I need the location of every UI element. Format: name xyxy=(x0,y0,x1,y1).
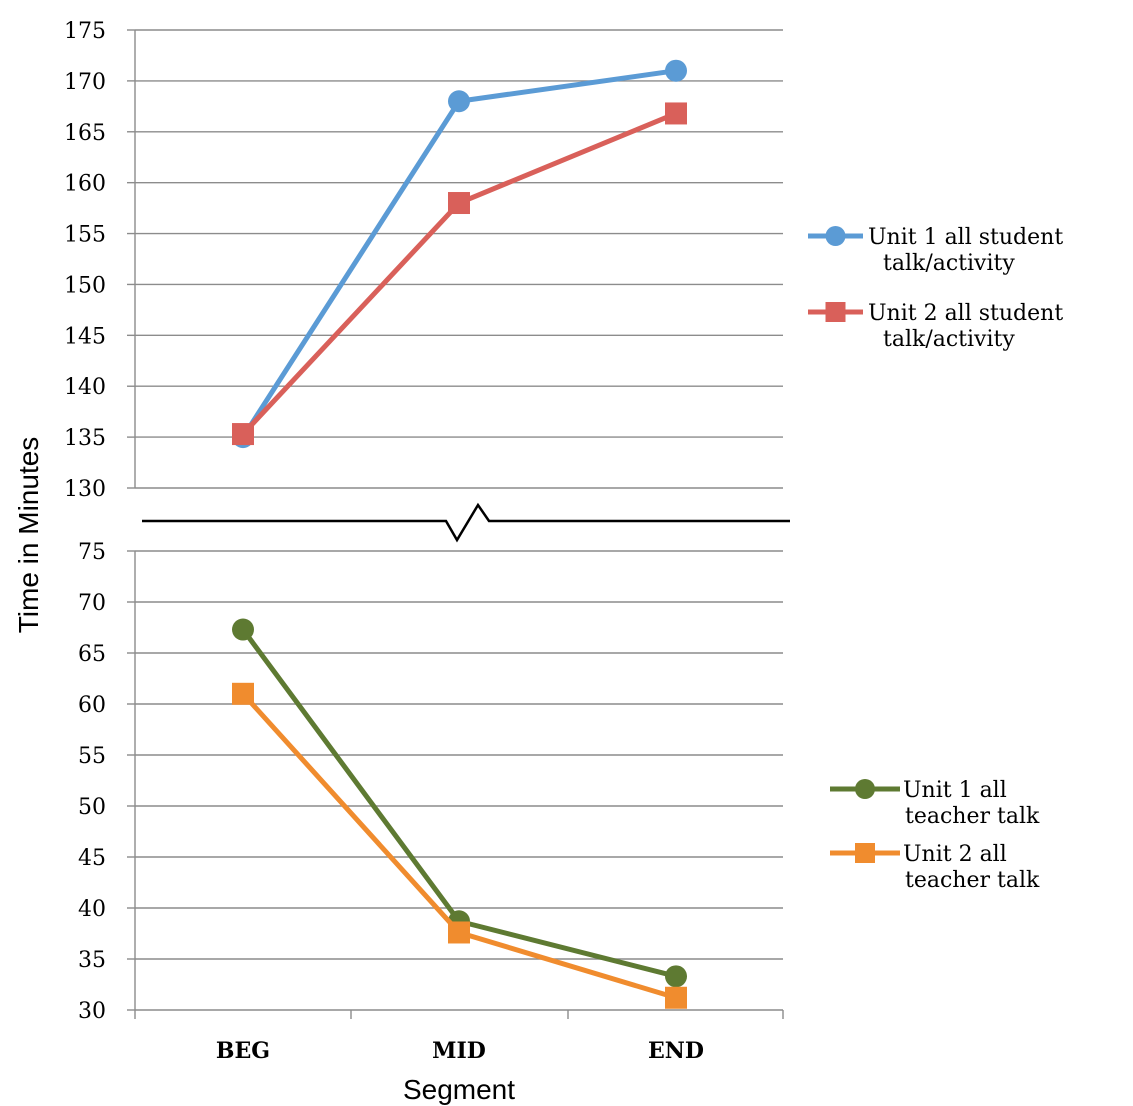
series-line xyxy=(241,692,677,1001)
data-point-square xyxy=(665,986,687,1009)
data-point-square xyxy=(448,192,470,215)
y-tick-label: 35 xyxy=(78,948,106,973)
y-tick-label: 55 xyxy=(78,744,106,769)
x-tick-label: END xyxy=(648,1038,704,1064)
y-tick-label: 60 xyxy=(78,693,106,718)
legend-label: Unit 1 all xyxy=(903,778,1007,803)
y-tick-label: 70 xyxy=(78,591,106,616)
y-tick-label: 145 xyxy=(64,324,106,349)
axis-break-marker xyxy=(142,502,790,543)
legend-marker-circle xyxy=(855,779,875,799)
data-point-circle xyxy=(665,59,687,82)
axis-break-line xyxy=(142,502,790,543)
legend-label: talk/activity xyxy=(883,327,1015,352)
y-tick-label: 160 xyxy=(64,172,106,197)
legend-label: Unit 2 all xyxy=(903,842,1007,867)
legend-label: Unit 1 all student xyxy=(868,225,1063,250)
data-point-square xyxy=(665,102,687,125)
legend-marker-square xyxy=(855,843,875,863)
y-tick-label: 155 xyxy=(64,223,106,248)
y-tick-label: 65 xyxy=(78,642,106,667)
legend-marker-circle xyxy=(825,226,846,246)
y-tick-label: 175 xyxy=(64,19,106,44)
legend-label: teacher talk xyxy=(905,868,1040,893)
x-axis-title: Segment xyxy=(403,1074,515,1105)
data-point-square xyxy=(232,423,254,446)
y-tick-label: 45 xyxy=(78,846,106,871)
y-tick-label: 140 xyxy=(64,375,106,400)
y-axis-title: Time in Minutes xyxy=(13,437,44,634)
legend-marker-square xyxy=(825,302,846,322)
legend-label: teacher talk xyxy=(905,804,1040,829)
series-line xyxy=(240,68,677,439)
data-point-circle xyxy=(448,90,470,113)
upper-panel: 130 135 140 145 150 155 160 165 170 175 xyxy=(64,19,783,502)
y-tick-label: 50 xyxy=(78,795,106,820)
legend-label: Unit 2 all student xyxy=(868,301,1063,326)
data-point-circle xyxy=(665,965,687,988)
y-tick-label: 165 xyxy=(64,121,106,146)
y-tick-label: 30 xyxy=(78,999,106,1024)
y-tick-label: 75 xyxy=(78,540,106,565)
y-tick-label: 150 xyxy=(64,273,106,298)
x-tick-label: BEG xyxy=(216,1038,270,1064)
x-tick-label: MID xyxy=(432,1038,486,1064)
data-point-square xyxy=(232,682,254,705)
y-tick-label: 135 xyxy=(64,426,106,451)
y-tick-label: 130 xyxy=(64,477,106,502)
data-point-square xyxy=(448,921,470,944)
y-tick-label: 170 xyxy=(64,70,106,95)
legend-label: talk/activity xyxy=(883,251,1015,276)
y-tick-label: 40 xyxy=(78,897,106,922)
lower-panel: 30 35 40 45 50 55 60 65 70 75 BEG MID END xyxy=(78,540,784,1064)
data-point-circle xyxy=(232,618,254,641)
